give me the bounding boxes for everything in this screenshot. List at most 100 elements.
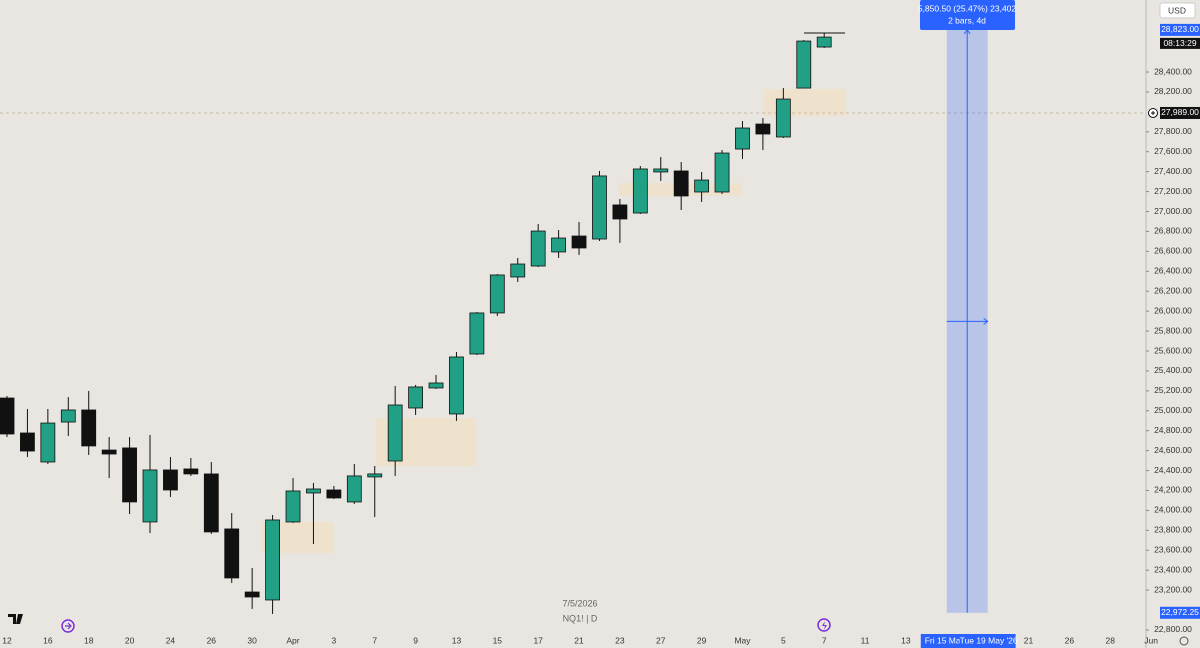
candle-body: [265, 519, 280, 601]
candle-body: [306, 488, 321, 494]
logo[interactable]: [8, 614, 23, 624]
x-tick-label: 26: [1065, 635, 1075, 645]
candle-body: [428, 382, 444, 389]
x-tick-label: 21: [574, 635, 584, 645]
candle-body: [60, 409, 76, 423]
candle-body: [81, 409, 97, 447]
y-tick-label: 27,000.00: [1154, 206, 1192, 216]
candle-body: [367, 473, 383, 478]
crosshair-label: 27,989.00: [1161, 107, 1199, 117]
candle-body: [0, 397, 15, 435]
candle-body: [40, 422, 56, 463]
y-tick-label: 24,800.00: [1154, 425, 1192, 435]
icon[interactable]: [817, 618, 831, 632]
x-tick-label: 18: [84, 635, 94, 645]
y-tick-label: 24,600.00: [1154, 445, 1192, 455]
icon: [65, 622, 72, 630]
x-tick-label: 13: [452, 635, 462, 645]
y-tick-label: 24,200.00: [1154, 485, 1192, 495]
measure-label-box: [920, 0, 1015, 30]
candle-body: [20, 432, 35, 452]
y-tick-label: 26,200.00: [1154, 285, 1192, 295]
measure-end-date: Tue 19 May '26: [960, 635, 1018, 645]
x-tick-label: 24: [166, 635, 176, 645]
y-tick-label: 26,400.00: [1154, 266, 1192, 276]
measure-start-date: Fri 15 May ': [925, 635, 970, 645]
candle-body: [755, 123, 771, 135]
x-tick-label: 28: [1105, 635, 1115, 645]
candle-body: [775, 98, 791, 138]
candle-body: [735, 127, 750, 150]
y-tick-label: 26,000.00: [1154, 305, 1192, 315]
y-tick-label: 27,600.00: [1154, 146, 1192, 156]
x-tick-label: 27: [656, 635, 666, 645]
y-tick-label: 26,800.00: [1154, 226, 1192, 236]
candle-body: [530, 230, 546, 267]
y-tick-label: 28,400.00: [1154, 66, 1192, 76]
x-tick-label: Jun: [1144, 635, 1158, 645]
y-tick-label: 28,200.00: [1154, 86, 1192, 96]
candle-body: [449, 356, 464, 415]
measure-high-label-box: [1160, 23, 1200, 36]
x-tick-label: 7: [822, 635, 827, 645]
x-tick-label: Apr: [286, 635, 299, 645]
x-tick-label: 30: [247, 635, 257, 645]
candle-body: [632, 168, 648, 214]
x-tick-label: 15: [493, 635, 503, 645]
x-tick-label: 12: [2, 635, 12, 645]
candle-body: [796, 40, 812, 89]
date-label: 7/5/2026: [562, 598, 597, 608]
x-tick-label: 5: [781, 635, 786, 645]
y-tick-label: 23,400.00: [1154, 564, 1192, 574]
x-tick-label: May: [734, 635, 751, 645]
measure-label: 5,850.50 (25.47%) 23,402: [918, 3, 1017, 13]
candle-body: [203, 473, 219, 533]
x-tick-label: 29: [697, 635, 707, 645]
y-tick-label: 27,200.00: [1154, 186, 1192, 196]
symbol-label: NQ1! | D: [563, 613, 598, 623]
candle-body: [612, 204, 628, 220]
y-tick-label: 23,600.00: [1154, 545, 1192, 555]
candle-body: [326, 489, 342, 499]
y-tick-label: 23,200.00: [1154, 584, 1192, 594]
x-tick-label: 17: [533, 635, 543, 645]
countdown: 08:13:29: [1163, 38, 1196, 48]
icon[interactable]: [61, 619, 75, 633]
candle-body: [142, 469, 158, 523]
y-tick-label: 25,000.00: [1154, 405, 1192, 415]
x-tick-label: 20: [125, 635, 135, 645]
measure-sublabel: 2 bars, 4d: [948, 15, 986, 25]
measure-low-label: 22,972.25: [1161, 607, 1199, 617]
countdown-box: [1160, 37, 1200, 49]
candle-body: [183, 468, 199, 475]
x-tick-label: 16: [43, 635, 53, 645]
x-tick-label: 11: [861, 635, 870, 645]
icon: [822, 621, 827, 630]
candle-body: [816, 36, 832, 48]
y-tick-label: 23,800.00: [1154, 525, 1192, 535]
y-tick-label: 27,400.00: [1154, 166, 1192, 176]
candle-body: [653, 168, 669, 173]
candle-body: [551, 237, 567, 253]
candle-body: [673, 170, 689, 197]
candle-body: [694, 179, 710, 193]
candle-body: [285, 490, 301, 523]
y-tick-label: 24,400.00: [1154, 465, 1192, 475]
candle-body: [244, 591, 260, 598]
currency-button[interactable]: [1159, 2, 1196, 19]
y-tick-label: 24,000.00: [1154, 505, 1192, 515]
candle-body: [469, 312, 485, 355]
y-tick-label: 25,800.00: [1154, 325, 1192, 335]
settings-icon[interactable]: [1179, 636, 1189, 646]
currency[interactable]: USD: [1168, 5, 1186, 15]
candle-body: [346, 475, 362, 503]
candle-body: [387, 404, 403, 462]
candle-body: [122, 447, 137, 503]
date-box: [959, 634, 1016, 648]
x-tick-label: 26: [207, 635, 217, 645]
y-tick-label: 25,600.00: [1154, 345, 1192, 355]
crosshair-label-box: [1160, 106, 1200, 119]
